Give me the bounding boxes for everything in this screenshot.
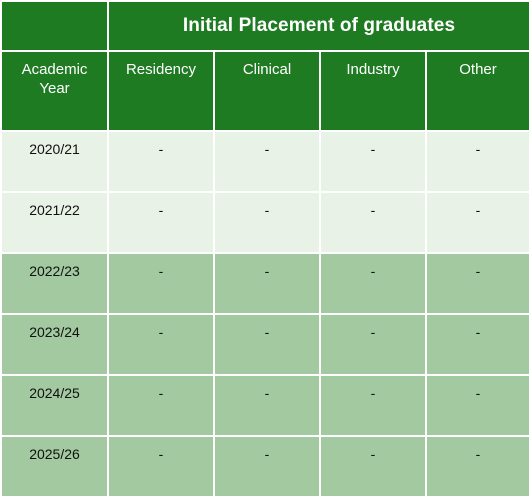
table-row: 2021/22 - - - - bbox=[2, 193, 529, 252]
industry-cell: - bbox=[321, 132, 425, 191]
residency-cell: - bbox=[109, 254, 213, 313]
other-cell: - bbox=[427, 315, 529, 374]
year-cell: 2024/25 bbox=[2, 376, 107, 435]
column-header-residency: Residency bbox=[109, 52, 213, 130]
other-cell: - bbox=[427, 254, 529, 313]
other-cell: - bbox=[427, 132, 529, 191]
table-title: Initial Placement of graduates bbox=[109, 2, 529, 50]
industry-cell: - bbox=[321, 254, 425, 313]
table-row: 2022/23 - - - - bbox=[2, 254, 529, 313]
year-cell: 2020/21 bbox=[2, 132, 107, 191]
table-row: 2025/26 - - - - bbox=[2, 437, 529, 496]
other-cell: - bbox=[427, 193, 529, 252]
table-row: 2023/24 - - - - bbox=[2, 315, 529, 374]
table-row: 2024/25 - - - - bbox=[2, 376, 529, 435]
clinical-cell: - bbox=[215, 315, 319, 374]
year-cell: 2021/22 bbox=[2, 193, 107, 252]
residency-cell: - bbox=[109, 437, 213, 496]
industry-cell: - bbox=[321, 376, 425, 435]
other-cell: - bbox=[427, 437, 529, 496]
industry-cell: - bbox=[321, 315, 425, 374]
clinical-cell: - bbox=[215, 376, 319, 435]
column-header-row: Academic Year Residency Clinical Industr… bbox=[2, 52, 529, 130]
residency-cell: - bbox=[109, 193, 213, 252]
clinical-cell: - bbox=[215, 254, 319, 313]
column-header-academic-year: Academic Year bbox=[2, 52, 107, 130]
other-cell: - bbox=[427, 376, 529, 435]
clinical-cell: - bbox=[215, 193, 319, 252]
residency-cell: - bbox=[109, 376, 213, 435]
column-header-other: Other bbox=[427, 52, 529, 130]
industry-cell: - bbox=[321, 437, 425, 496]
year-cell: 2022/23 bbox=[2, 254, 107, 313]
corner-cell bbox=[2, 2, 107, 50]
residency-cell: - bbox=[109, 132, 213, 191]
residency-cell: - bbox=[109, 315, 213, 374]
column-header-clinical: Clinical bbox=[215, 52, 319, 130]
industry-cell: - bbox=[321, 193, 425, 252]
year-cell: 2025/26 bbox=[2, 437, 107, 496]
year-cell: 2023/24 bbox=[2, 315, 107, 374]
clinical-cell: - bbox=[215, 437, 319, 496]
title-row: Initial Placement of graduates bbox=[2, 2, 529, 50]
column-header-industry: Industry bbox=[321, 52, 425, 130]
table-row: 2020/21 - - - - bbox=[2, 132, 529, 191]
clinical-cell: - bbox=[215, 132, 319, 191]
